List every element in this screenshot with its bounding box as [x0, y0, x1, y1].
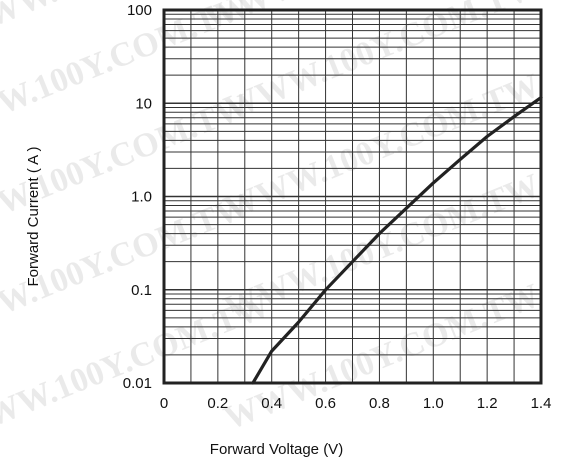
y-axis-label: Forward Current ( A ) [25, 146, 42, 286]
y-tick-label: 100 [127, 2, 152, 19]
x-tick-label: 0.8 [369, 395, 390, 412]
grid-lines [163, 10, 542, 384]
x-tick-label: 1.4 [531, 395, 552, 412]
y-tick-label: 1.0 [131, 189, 152, 206]
x-tick-labels: 0 0.2 0.4 0.6 0.8 1.0 1.2 1.4 [160, 395, 552, 412]
x-tick-label: 1.0 [423, 395, 444, 412]
y-tick-labels: 0.01 0.1 1.0 10 100 [123, 2, 152, 392]
y-tick-label: 0.01 [123, 375, 152, 392]
y-tick-label: 10 [135, 95, 152, 112]
x-tick-label: 0.2 [207, 395, 228, 412]
plot-frame [162, 8, 543, 385]
series-line-forward-current [251, 96, 543, 385]
x-tick-label: 0.4 [261, 395, 282, 412]
x-axis-label: Forward Voltage (V) [210, 441, 343, 458]
x-tick-label: 0 [160, 395, 168, 412]
x-tick-label: 0.6 [315, 395, 336, 412]
y-tick-label: 0.1 [131, 282, 152, 299]
watermark-layer: WWW.100Y.COM.TWWWW.100Y.COM.TWWWW.100Y.C… [0, 0, 545, 447]
x-tick-label: 1.2 [477, 395, 498, 412]
series-layer [251, 96, 543, 385]
